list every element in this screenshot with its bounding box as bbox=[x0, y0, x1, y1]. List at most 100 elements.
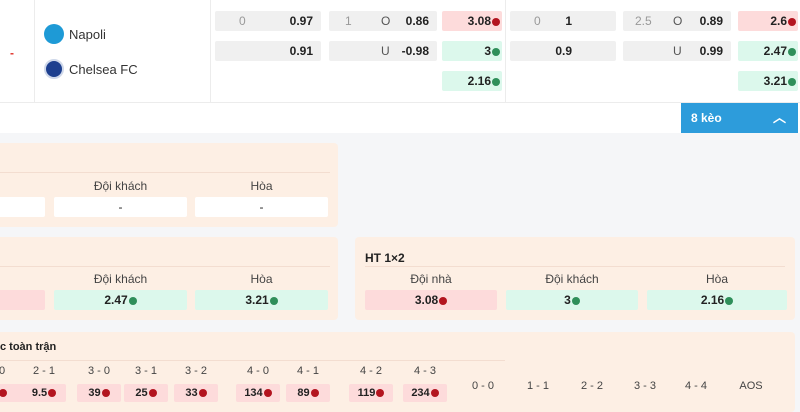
match-status: - bbox=[10, 46, 14, 60]
over-label: O bbox=[673, 14, 683, 28]
odds-value: 1 bbox=[565, 14, 572, 28]
score-odds[interactable]: 134 bbox=[236, 384, 280, 402]
score-label: 4 - 0 bbox=[246, 365, 269, 377]
ft-hdp-home[interactable]: 0 0.97 bbox=[215, 11, 321, 31]
odds-value: 9.5 bbox=[31, 387, 48, 399]
odds-value: 234 bbox=[411, 387, 430, 399]
more-odds-button[interactable]: 8 kèo ︿ bbox=[681, 103, 798, 133]
ht-1x2-home[interactable]: 2.6 bbox=[738, 11, 798, 31]
odds-up-icon bbox=[492, 48, 500, 56]
score-label: 3 - 0 bbox=[87, 365, 110, 377]
odds-value: 2.16 bbox=[467, 74, 491, 88]
odds-value: 0.97 bbox=[289, 14, 313, 28]
odds-draw[interactable]: 3.21 bbox=[195, 290, 328, 310]
home-team[interactable]: Napoli bbox=[44, 24, 106, 44]
hdp-line: 0 bbox=[534, 14, 541, 28]
odds-value: 39 bbox=[88, 387, 101, 399]
label-draw: Hòa bbox=[705, 272, 728, 286]
ft-1x2-draw[interactable]: 2.16 bbox=[442, 71, 502, 91]
draw-score-label: 1 - 1 bbox=[526, 380, 549, 392]
divider bbox=[0, 266, 330, 267]
label-away: Đội khách bbox=[545, 272, 599, 286]
odds-up-icon bbox=[269, 297, 278, 305]
odds-value: 0.86 bbox=[405, 14, 429, 28]
ft-ou-over[interactable]: 1 O 0.86 bbox=[329, 11, 437, 31]
odds-away[interactable]: 3 bbox=[506, 290, 638, 310]
odds-up-icon bbox=[492, 78, 500, 86]
odds-value: 2.16 bbox=[700, 293, 725, 307]
score-label: 3 - 2 bbox=[184, 365, 207, 377]
score-odds[interactable]: 39 bbox=[77, 384, 121, 402]
odds-home[interactable]: 3.08 bbox=[365, 290, 497, 310]
score-label: 4 - 3 bbox=[413, 365, 436, 377]
score-odds[interactable]: 25 bbox=[124, 384, 168, 402]
score-label: 4 - 1 bbox=[296, 365, 319, 377]
odds-down-icon bbox=[101, 389, 110, 397]
ft-1x2-away[interactable]: 3 bbox=[442, 41, 502, 61]
panel-title: c toàn trận bbox=[0, 341, 57, 353]
score-odds[interactable]: 9.5 bbox=[22, 384, 66, 402]
ft-ou-under[interactable]: U -0.98 bbox=[329, 41, 437, 61]
odds-down-icon bbox=[198, 389, 207, 397]
odds-down-icon bbox=[148, 389, 157, 397]
odds-draw[interactable]: - bbox=[195, 197, 328, 217]
label-away: Đội khách bbox=[93, 179, 148, 193]
over-label: O bbox=[381, 14, 391, 28]
panel-title: HT 1×2 bbox=[365, 251, 405, 265]
odds-down-icon bbox=[430, 389, 439, 397]
under-label: U bbox=[673, 44, 682, 58]
odds-home[interactable] bbox=[0, 197, 45, 217]
ht-ou-under[interactable]: U 0.99 bbox=[623, 41, 731, 61]
odds-value: 89 bbox=[297, 387, 310, 399]
ht-1x2-away[interactable]: 2.47 bbox=[738, 41, 798, 61]
odds-value: 3.08 bbox=[467, 14, 491, 28]
ht-ou-over[interactable]: 2.5 O 0.89 bbox=[623, 11, 731, 31]
odds-away[interactable]: 2.47 bbox=[54, 290, 187, 310]
score-odds[interactable]: 119 bbox=[349, 384, 393, 402]
score-odds[interactable]: 89 bbox=[286, 384, 330, 402]
hdp-line: 0 bbox=[239, 14, 246, 28]
odds-draw[interactable]: 2.16 bbox=[647, 290, 787, 310]
away-team[interactable]: Chelsea FC bbox=[44, 59, 138, 79]
odds-down-icon bbox=[48, 389, 57, 397]
score-label: 0 bbox=[0, 365, 6, 377]
ft-1x2-home[interactable]: 3.08 bbox=[442, 11, 502, 31]
ou-line: 2.5 bbox=[635, 14, 652, 28]
draw-score-label: 2 - 2 bbox=[580, 380, 603, 392]
away-team-name: Chelsea FC bbox=[69, 61, 138, 77]
odds-value: 0.9 bbox=[555, 44, 572, 58]
odds-value: 3.08 bbox=[414, 293, 439, 307]
match-row: - Napoli Chelsea FC 0 0.97 0.91 1 O 0.86 U-… bbox=[0, 0, 800, 133]
score-odds[interactable] bbox=[0, 384, 24, 402]
odds-up-icon bbox=[128, 297, 137, 305]
ft-hdp-away[interactable]: 0.91 bbox=[215, 41, 321, 61]
odds-value: 3.21 bbox=[245, 293, 269, 307]
odds-down-icon bbox=[310, 389, 319, 397]
score-label: 2 - 1 bbox=[32, 365, 55, 377]
chelsea-logo-icon bbox=[44, 59, 64, 79]
more-odds-label: 8 kèo bbox=[691, 111, 722, 125]
score-label: 4 - 2 bbox=[359, 365, 382, 377]
draw-score-label: 0 - 0 bbox=[471, 380, 494, 392]
divider bbox=[365, 266, 785, 267]
score-odds[interactable]: 33 bbox=[174, 384, 218, 402]
odds-up-icon bbox=[788, 78, 796, 86]
label-draw: Hòa bbox=[250, 272, 273, 286]
odds-down-icon bbox=[439, 297, 448, 305]
ht-1x2-draw[interactable]: 3.21 bbox=[738, 71, 798, 91]
label-draw: Hòa bbox=[250, 179, 273, 193]
odds-up-icon bbox=[571, 297, 580, 305]
ht-hdp-away[interactable]: 0.9 bbox=[510, 41, 616, 61]
score-odds[interactable]: 234 bbox=[403, 384, 447, 402]
label-away: Đội khách bbox=[93, 272, 148, 286]
odds-value: 0.89 bbox=[699, 14, 723, 28]
chevron-up-icon: ︿ bbox=[772, 110, 786, 125]
odds-down-icon bbox=[376, 389, 385, 397]
odds-value: 3 bbox=[564, 293, 571, 307]
odds-away[interactable]: - bbox=[54, 197, 187, 217]
odds-value: 2.47 bbox=[763, 44, 787, 58]
napoli-logo-icon bbox=[44, 24, 64, 44]
odds-home[interactable] bbox=[0, 290, 45, 310]
odds-value: 0.99 bbox=[699, 44, 723, 58]
